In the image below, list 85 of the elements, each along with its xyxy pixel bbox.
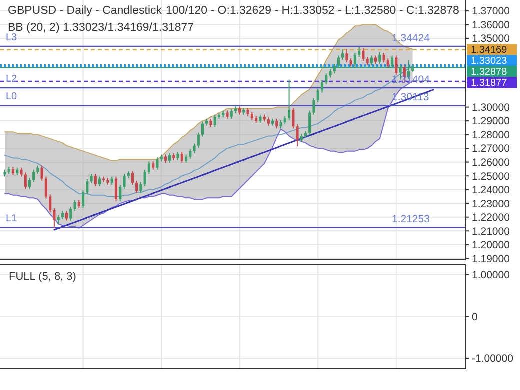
y-tick-label: 1.37000 (472, 6, 510, 18)
ref-line-label: 1.32878 (471, 67, 508, 78)
candlestick (288, 79, 291, 121)
annotation: BB (20, 2) 1.33023/1.34169/1.31877 (8, 22, 194, 34)
candlestick (180, 152, 184, 164)
candlestick (386, 58, 390, 69)
candlestick (312, 98, 316, 116)
candlestick (337, 55, 340, 69)
candlestick (333, 63, 336, 74)
candlestick (49, 194, 52, 214)
candlestick (44, 176, 48, 200)
y-tick-label: 1.36000 (472, 19, 510, 32)
text: FULL (5, 8, 3) (9, 271, 76, 283)
y-tick-label: 1.27000 (472, 143, 510, 156)
ref-line-label: L1 (6, 214, 18, 225)
candlestick (32, 169, 36, 183)
candlestick (325, 73, 328, 86)
candlestick (148, 161, 150, 175)
y-tick-label: 1.19000 (472, 253, 510, 266)
candlestick (66, 210, 68, 222)
candlestick (362, 48, 365, 62)
candlestick (292, 107, 295, 130)
candlestick (354, 52, 356, 68)
y-tick-label: -1.00000 (472, 353, 514, 366)
y-tick-label: 1.30000 (472, 102, 510, 114)
y-tick-label: 1.22000 (472, 212, 510, 224)
candlestick (40, 165, 44, 182)
candlestick (214, 114, 216, 128)
candlestick (201, 121, 204, 138)
candlestick (70, 206, 72, 222)
candlestick (136, 180, 138, 194)
y-tick-label: 1.25000 (472, 170, 510, 183)
y-tick-label: 1.28000 (472, 129, 510, 142)
y-tick-label: 1.35000 (472, 33, 510, 46)
candlestick (74, 200, 76, 212)
candlestick (98, 176, 102, 187)
chart-title: GBPUSD - Daily - Candlestick (8, 5, 162, 17)
candlestick (144, 169, 146, 187)
candlestick (86, 179, 89, 196)
ref-line-label: 1.34169 (471, 45, 508, 56)
candlestick (168, 152, 172, 164)
candlestick (82, 190, 85, 209)
candlestick (320, 80, 324, 94)
candlestick (276, 118, 278, 130)
ref-line-label: 1.31877 (471, 78, 508, 90)
candlestick (296, 124, 299, 148)
candlestick (382, 52, 386, 64)
candlestick (90, 174, 93, 184)
y-tick-label: 1.29000 (472, 116, 510, 128)
y-tick-label: 0 (472, 311, 478, 324)
candlestick (24, 172, 27, 190)
candlestick (395, 55, 398, 76)
ref-line-label: L0 (6, 92, 18, 103)
candlestick (28, 178, 32, 190)
candlestick (342, 49, 344, 60)
candlestick (53, 208, 56, 229)
candlestick (94, 174, 97, 187)
candlestick (346, 49, 348, 64)
y-tick-label: 1.20000 (472, 240, 510, 252)
ref-line-label: L3 (6, 32, 18, 44)
candlestick (370, 55, 373, 66)
y-tick-label: 1.21000 (472, 226, 510, 238)
y-tick-label: 1.23000 (472, 198, 510, 210)
line-series (54, 89, 434, 231)
annotation: 1.21253 (392, 214, 430, 226)
candlestick (197, 132, 200, 148)
y-tick-label: 1.00000 (472, 269, 510, 282)
candlestick (123, 174, 126, 190)
candlestick (390, 55, 394, 69)
candlestick (193, 143, 196, 154)
candlestick (230, 108, 233, 120)
chart-subtitle: 100/120 - O:1.32629 - H:1.33052 - L:1.32580 - C:1.32878 (166, 5, 460, 17)
candlestick (114, 176, 118, 202)
y-tick-label: 1.24000 (472, 184, 510, 197)
candlestick (131, 170, 134, 186)
candlestick (189, 148, 192, 160)
candlestick (308, 110, 312, 136)
candlestick (316, 88, 320, 103)
candlestick (378, 52, 382, 64)
candlestick (156, 157, 159, 170)
candlestick (358, 46, 361, 58)
candlestick (119, 184, 122, 202)
candlestick (140, 182, 142, 194)
ref-line-label: 1.33023 (471, 56, 508, 68)
y-tick-label: 1.26000 (472, 157, 510, 170)
